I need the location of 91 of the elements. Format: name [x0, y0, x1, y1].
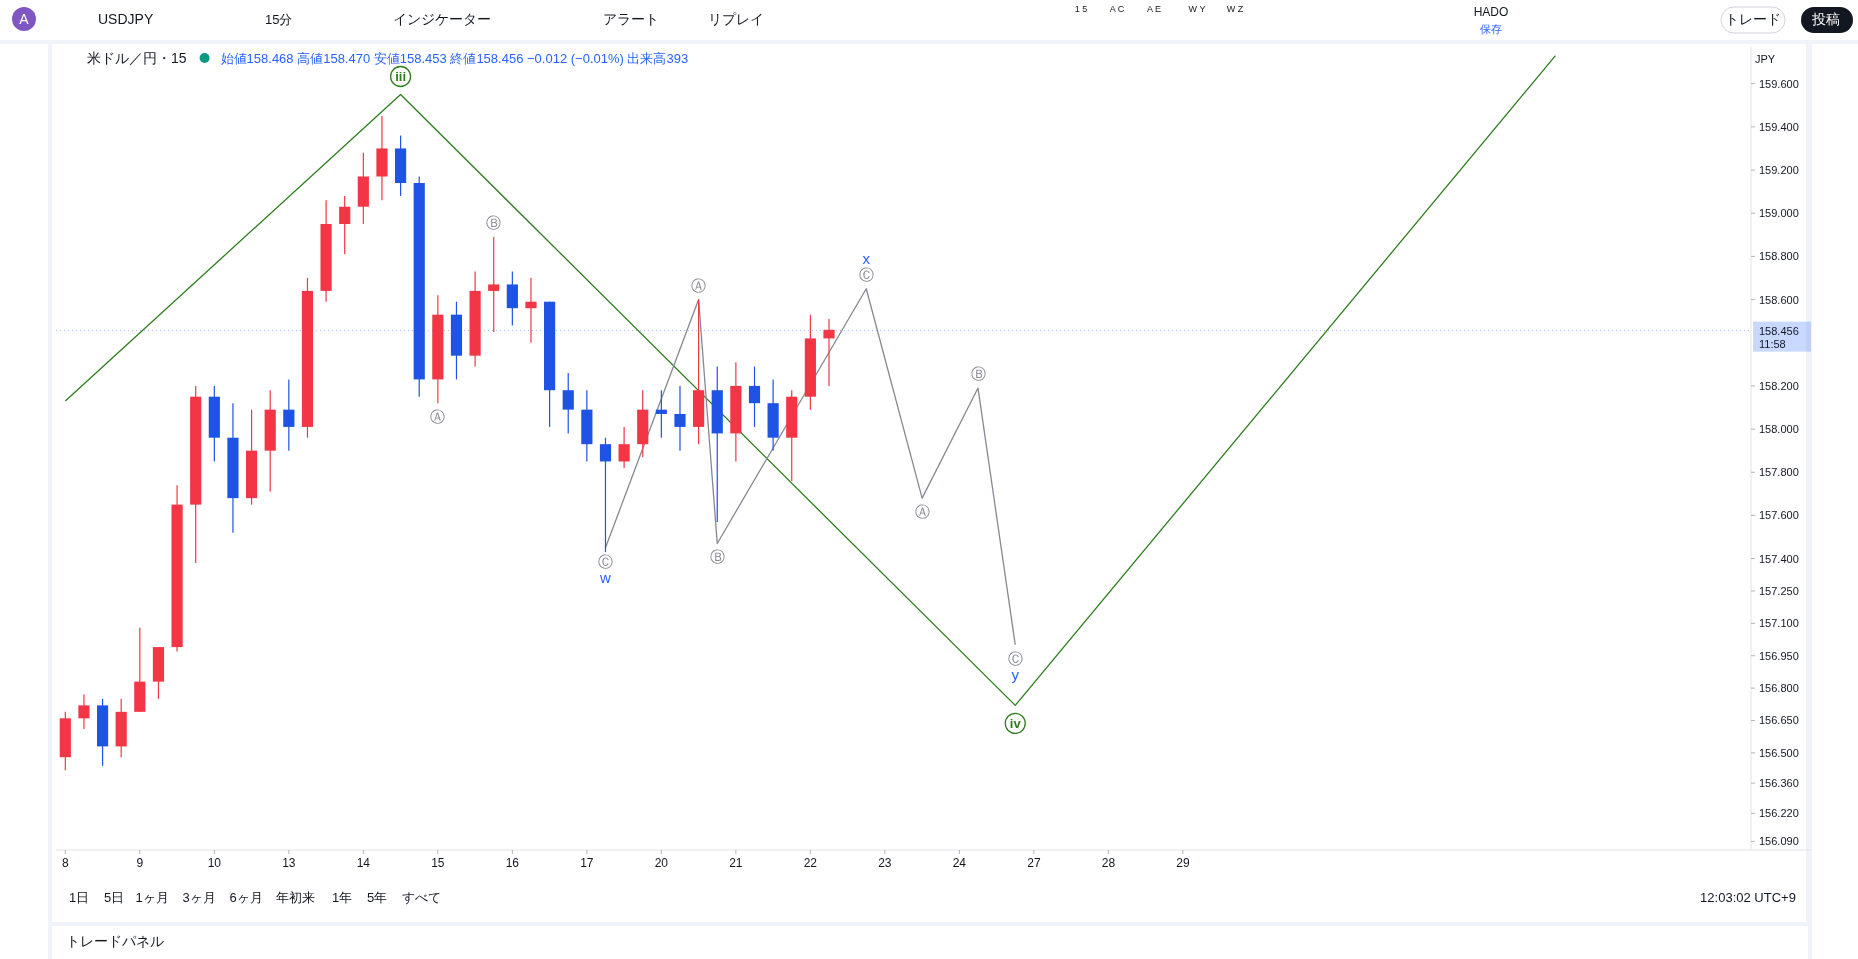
text: 5日 [103, 890, 125, 905]
candlestick [506, 270, 518, 327]
text: W Y [1188, 4, 1206, 14]
y-tick-label: 158.200 [1759, 379, 1799, 392]
y-tick-label: 157.800 [1759, 466, 1799, 479]
y-tick-label: 156.500 [1759, 746, 1799, 759]
text: リプレイ [708, 11, 764, 27]
text: 1日 [68, 890, 90, 905]
text: 6ヶ月 [229, 890, 263, 905]
data-label: Ⓑ [709, 548, 725, 566]
candlestick [339, 195, 351, 255]
y-tick-label: 158.800 [1759, 250, 1799, 263]
text: Ⓐ [430, 408, 446, 426]
text: 12:03:02 UTC+9 [1700, 890, 1796, 905]
text: 15分 [265, 12, 293, 27]
text: すべて [401, 890, 441, 905]
x-tick-label: 16 [505, 856, 520, 870]
chart-title: 米ドル／円・15 [87, 50, 187, 66]
text: 1年 [331, 890, 353, 905]
text: USDJPY [98, 11, 154, 27]
y-tick-label: 157.100 [1759, 617, 1799, 630]
data-label: Ⓐ [914, 503, 930, 521]
text: 11:58 [1759, 337, 1786, 350]
candlestick [823, 318, 835, 387]
text: A E [1146, 4, 1162, 14]
y-tick-label: 156.360 [1759, 777, 1799, 790]
data-label: Ⓒ w [597, 552, 613, 586]
y-tick-label: 156.800 [1759, 682, 1799, 695]
y-tick-label: 157.400 [1759, 552, 1799, 565]
text: Ⓑ [486, 213, 502, 231]
candlestick [674, 385, 686, 452]
text: 1ヶ月 [135, 890, 169, 905]
x-tick-label: 29 [1176, 856, 1190, 870]
x-tick-label: 23 [878, 856, 892, 870]
x-tick-label: 21 [729, 856, 743, 870]
x-tick-label: 24 [952, 856, 967, 870]
x-tick-label: 13 [282, 856, 296, 870]
x-tick-label: 27 [1027, 856, 1041, 870]
candlestick [78, 693, 90, 730]
x-tick-label: 8 [61, 856, 69, 870]
candlestick [748, 365, 761, 428]
data-label: Ⓐ [691, 276, 707, 294]
y-tick-label: 159.000 [1759, 207, 1799, 220]
data-label: x Ⓒ [858, 249, 874, 283]
y-tick-label: 158.600 [1759, 293, 1799, 306]
candlestick [655, 389, 667, 439]
text: トレードパネル [66, 933, 164, 949]
text: 年初来 [275, 890, 315, 905]
text: 3ヶ月 [182, 890, 216, 905]
candlestick [618, 426, 630, 469]
y-tick-label: 158.000 [1759, 423, 1799, 436]
candlestick [283, 378, 295, 452]
candlestick [562, 372, 574, 434]
candlestick [599, 437, 612, 553]
y-tick-label: 157.600 [1759, 509, 1799, 522]
text: A C [1109, 4, 1125, 14]
x-tick-label: 17 [580, 856, 594, 870]
y-tick-label: 156.950 [1759, 649, 1799, 662]
x-tick-label: 14 [356, 856, 371, 870]
x-tick-label: 9 [136, 856, 144, 870]
candlestick [488, 236, 500, 333]
x-tick-label: 15 [431, 856, 445, 870]
candlestick [525, 277, 537, 344]
y-tick-label: 159.400 [1759, 120, 1799, 133]
y-tick-label: 156.220 [1759, 807, 1799, 820]
text: W Z [1226, 4, 1244, 14]
text: インジケーター [393, 11, 491, 27]
data-label: Ⓑ [970, 365, 986, 383]
data-label: iv [1009, 716, 1022, 732]
text: 投稿 [1811, 11, 1840, 27]
chart-subtitle: 始値158.468 高値158.470 安値158.453 終値158.456 −0.012 (−0.01%) 出来高393 [220, 51, 689, 66]
x-tick-label: 20 [654, 856, 669, 870]
y-tick-label: 156.650 [1759, 714, 1799, 727]
text: 5年 [366, 890, 388, 905]
y-tick-label: 159.600 [1759, 77, 1799, 90]
text: 保存 [1480, 23, 1502, 35]
x-tick-label: 28 [1101, 856, 1116, 870]
text: トレード [1725, 11, 1781, 27]
y-tick-label: 156.090 [1759, 835, 1799, 848]
data-label: iii [395, 69, 407, 85]
y-tick-label: 159.200 [1759, 164, 1799, 177]
x-tick-label: 22 [803, 856, 818, 870]
ref-line-label: 158.456 [1759, 324, 1799, 337]
data-label: Ⓒ y [1007, 649, 1023, 683]
x-tick-label: 10 [207, 856, 222, 870]
text: HADO [1473, 5, 1509, 19]
text: 1 5 [1074, 4, 1088, 14]
text: JPY [1754, 53, 1776, 65]
text: A [19, 11, 30, 27]
y-tick-label: 157.250 [1759, 584, 1799, 597]
text: アラート [603, 11, 659, 27]
